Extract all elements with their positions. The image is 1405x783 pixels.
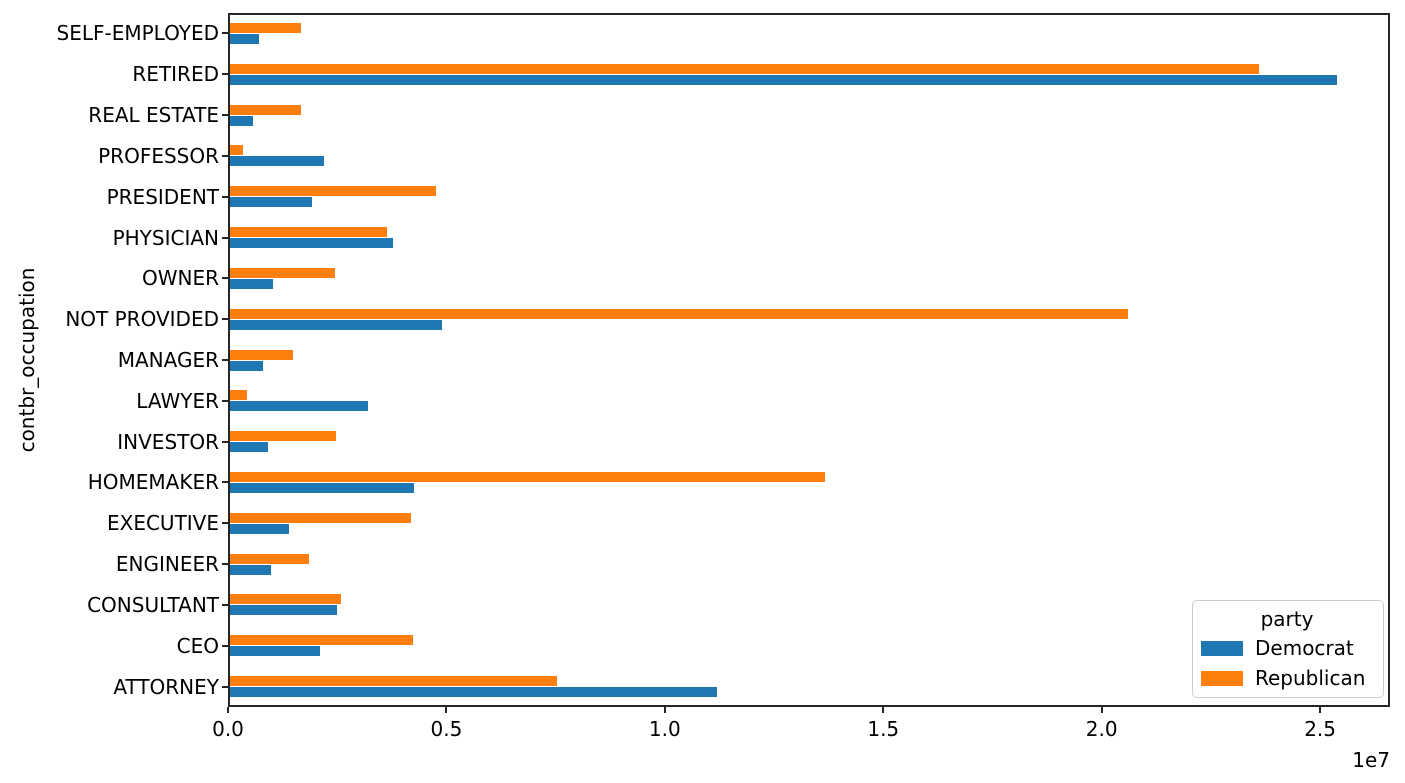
y-tick-label: RETIRED [132,62,219,87]
bar-democrat-engineer [230,564,272,575]
x-tick-mark [227,707,229,713]
bar-democrat-owner [230,278,273,289]
bar-republican-physician [230,227,387,238]
x-tick-label: 1.5 [867,717,900,741]
y-tick-label: HOMEMAKER [87,470,219,495]
bar-democrat-homemaker [230,482,415,493]
x-tick-mark [445,707,448,713]
legend-label-democrat: Democrat [1255,636,1354,660]
y-tick-label: LAWYER [136,388,219,413]
y-tick-label: INVESTOR [117,429,219,454]
bar-democrat-real-estate [230,115,254,126]
y-tick-label: ATTORNEY [113,674,219,699]
y-tick-mark [222,440,228,443]
x-axis-offset-label: 1e7 [1352,748,1390,772]
bar-democrat-manager [230,360,263,371]
y-tick-label: OWNER [141,266,219,291]
y-tick-mark [222,114,228,117]
bar-democrat-physician [230,238,393,249]
bar-republican-lawyer [230,390,248,401]
bar-democrat-ceo [230,646,320,657]
y-tick-mark [222,73,228,76]
democrat-swatch-icon [1201,640,1243,656]
bar-republican-engineer [230,553,310,564]
bar-democrat-attorney [230,687,717,698]
bar-democrat-retired [230,74,1337,85]
y-tick-label: MANAGER [117,348,219,372]
y-tick-mark [222,195,228,198]
legend-item-republican: Republican [1201,663,1373,693]
y-tick-label: PROFESSOR [98,143,219,168]
y-tick-mark [222,277,228,280]
bar-democrat-consultant [230,605,337,616]
bar-republican-real-estate [230,104,301,115]
y-tick-mark [222,644,228,647]
x-tick-label: 2.0 [1085,717,1118,741]
y-tick-label: CEO [176,633,219,658]
x-tick-mark [882,707,885,713]
republican-swatch-icon [1201,670,1243,686]
y-tick-mark [222,481,228,484]
x-tick-label: 0.0 [212,717,244,741]
bar-democrat-lawyer [230,401,369,412]
bar-republican-not-provided [230,308,1129,319]
bar-republican-consultant [230,594,341,605]
bar-republican-manager [230,349,293,360]
bar-republican-professor [230,145,244,156]
y-tick-label: CONSULTANT [87,592,219,617]
legend-item-democrat: Democrat [1201,633,1373,663]
y-tick-mark [222,154,228,157]
bar-republican-attorney [230,676,557,687]
x-tick-label: 2.5 [1304,717,1336,741]
legend: party Democrat Republican [1192,600,1384,698]
y-tick-label: PRESIDENT [106,184,219,209]
y-tick-label: SELF-EMPLOYED [56,21,219,46]
bar-democrat-professor [230,156,324,167]
legend-label-republican: Republican [1255,666,1366,690]
bar-democrat-not-provided [230,319,442,330]
y-tick-label: NOT PROVIDED [65,307,219,332]
y-tick-label: REAL ESTATE [88,103,219,128]
bar-republican-self-employed [230,22,301,33]
bar-democrat-president [230,197,313,208]
bar-republican-retired [230,63,1259,74]
y-tick-mark [222,236,228,239]
bar-republican-president [230,186,437,197]
x-tick-mark [1100,707,1103,713]
bar-democrat-investor [230,442,268,453]
legend-title: party [1260,607,1314,631]
y-tick-mark [222,522,228,525]
y-tick-mark [222,359,228,361]
x-tick-mark [1319,707,1322,713]
bar-republican-executive [230,512,412,523]
bar-republican-investor [230,431,336,442]
y-tick-mark [222,603,228,606]
y-tick-mark [222,685,228,688]
bar-republican-owner [230,267,335,278]
x-tick-mark [663,707,666,713]
plot-area: party Democrat Republican [228,13,1390,707]
bar-democrat-executive [230,523,289,534]
x-tick-label: 0.5 [430,717,463,741]
y-tick-label: EXECUTIVE [106,511,219,536]
y-tick-mark [222,399,228,402]
x-tick-label: 1.0 [648,717,681,741]
y-tick-mark [222,318,228,321]
y-tick-mark [222,32,228,35]
y-tick-mark [222,563,228,566]
bar-republican-homemaker [230,471,826,482]
y-tick-label: PHYSICIAN [112,225,219,250]
y-tick-label: ENGINEER [115,552,219,577]
bar-republican-ceo [230,635,414,646]
bar-democrat-self-employed [230,33,259,44]
